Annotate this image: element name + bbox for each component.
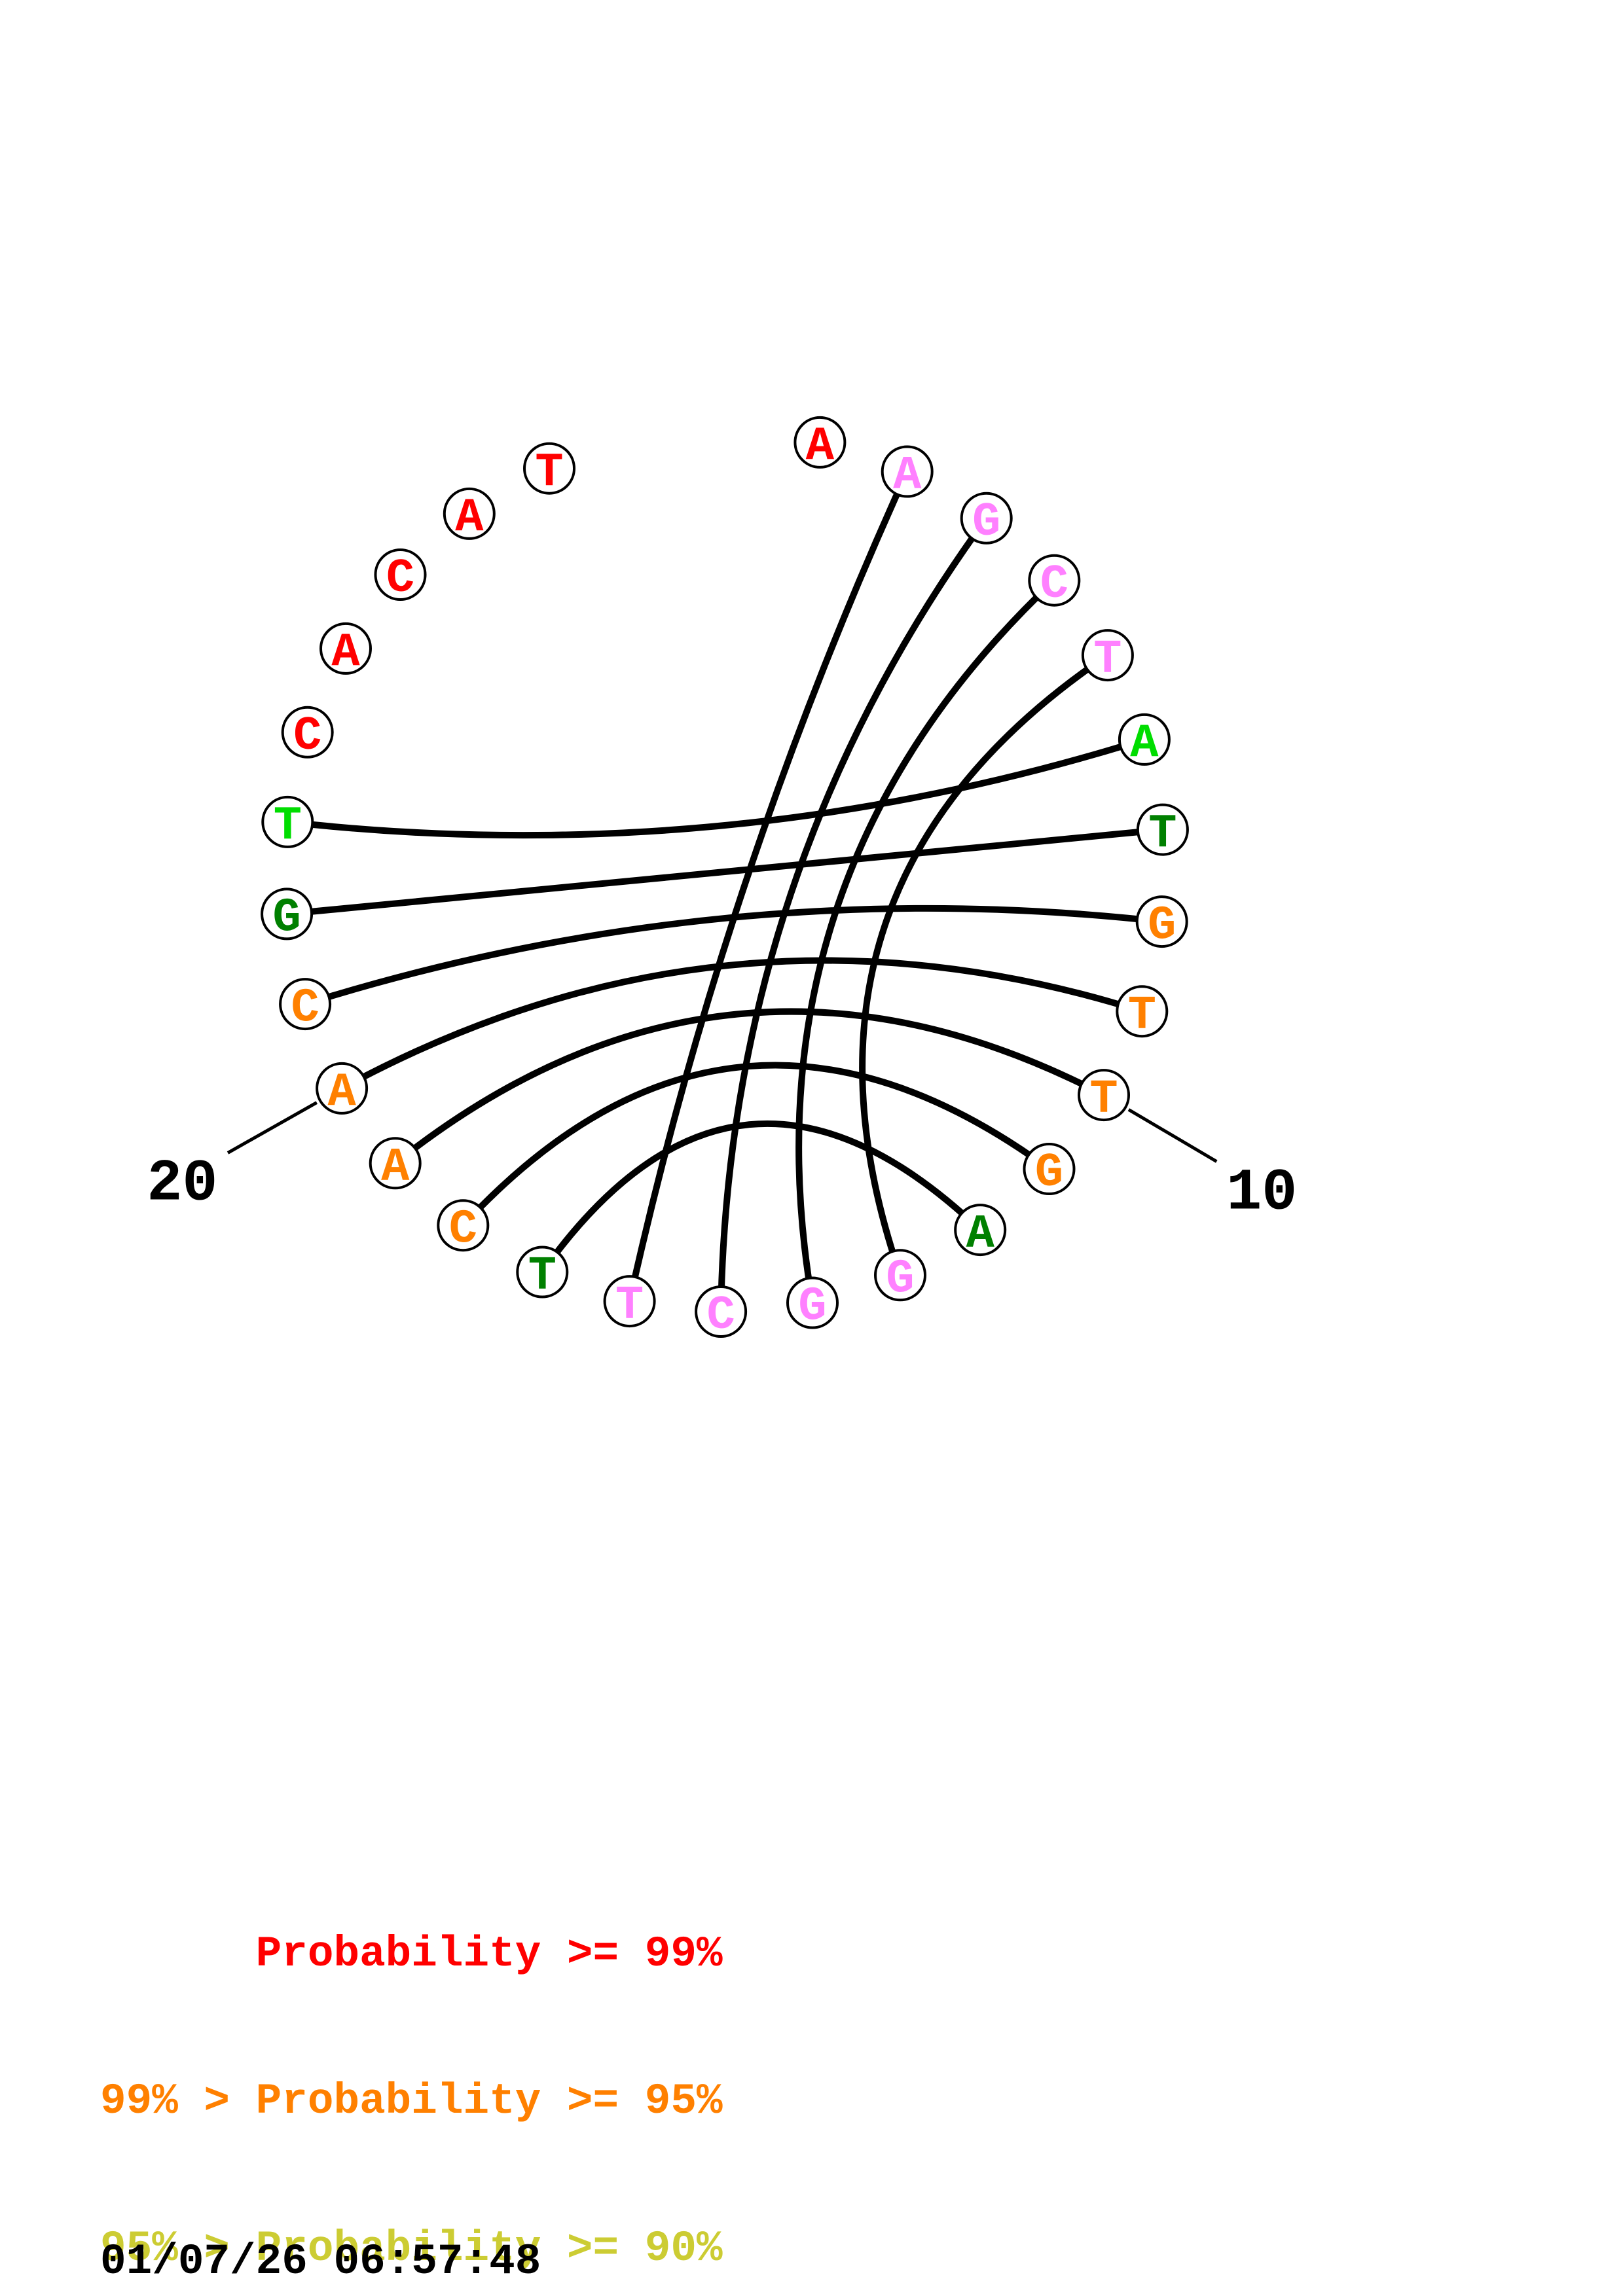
residue-letter: T (1128, 988, 1156, 1042)
residue-circle (960, 492, 1013, 545)
residue-circle (1028, 554, 1081, 607)
residue-letter: C (1040, 558, 1068, 611)
residue-letter: C (293, 709, 321, 763)
residue-circle (603, 1275, 656, 1328)
residue-letter: T (528, 1249, 556, 1303)
residue-circle (954, 1204, 1007, 1257)
residue-circle (874, 1249, 926, 1302)
residue-circle (793, 416, 847, 469)
base-pair-arc (392, 1008, 1107, 1167)
residue-circle (279, 978, 332, 1031)
residue-circle (319, 622, 372, 675)
residue-letter: C (449, 1202, 477, 1256)
residue-circle (261, 888, 314, 941)
tick-label: 20 (147, 1151, 217, 1217)
residue-circle (1023, 1143, 1076, 1195)
residue-letter: C (291, 981, 319, 1035)
base-pair-arc (718, 514, 990, 1315)
residue-letter: G (972, 495, 1000, 549)
residue-circle (281, 706, 334, 759)
legend-line: 95% > Probability >= 90% (100, 2224, 723, 2273)
base-pair-arc (284, 736, 1148, 839)
base-pair-arc (338, 957, 1146, 1092)
residue-letter: G (886, 1253, 914, 1306)
residue-circle (523, 442, 575, 495)
residue-letter: A (966, 1207, 995, 1261)
residue-letter: A (455, 491, 484, 545)
base-pair-arc (795, 577, 1058, 1306)
residue-letter: G (272, 891, 301, 945)
residue-letter: C (706, 1289, 735, 1342)
residue-circle (786, 1276, 839, 1329)
residue-circle (516, 1246, 569, 1299)
residue-circle (1116, 985, 1169, 1038)
residue-letter: T (1148, 807, 1176, 861)
residue-letter: A (1130, 717, 1159, 770)
base-pair-arc (460, 1062, 1053, 1229)
residue-circle (316, 1062, 369, 1115)
residue-letter: A (806, 420, 835, 473)
residue-letter: A (381, 1141, 410, 1194)
residue-circle (881, 445, 934, 498)
residue-letter: T (615, 1278, 644, 1332)
tick-line (227, 1101, 318, 1155)
residue-letter: T (1089, 1072, 1118, 1126)
base-pair-arc (626, 468, 911, 1305)
residue-letter: T (274, 799, 302, 853)
residue-circle (1118, 713, 1171, 766)
base-pair-arc (859, 652, 1111, 1279)
tick-line (1127, 1108, 1218, 1163)
tick-label: 10 (1226, 1160, 1297, 1227)
residue-circle (1136, 803, 1189, 856)
position-ticks: 10 20 (147, 1101, 1297, 1227)
residue-circle (1078, 1069, 1130, 1122)
timestamp: 01/07/26 06:57:48 (100, 2237, 541, 2286)
legend-line: 99% > Probability >= 95% (100, 2077, 723, 2126)
residue-letter: A (893, 449, 922, 503)
residue-circle (374, 548, 427, 601)
residue-circle (369, 1137, 422, 1190)
residue-circle (443, 487, 496, 540)
base-pair-arc (302, 905, 1165, 1008)
residue-letter: G (1035, 1146, 1063, 1200)
residue-letter: C (386, 552, 414, 605)
residue-circle (437, 1199, 490, 1252)
base-pair-arc (283, 826, 1166, 918)
residue-letter: T (535, 446, 563, 499)
residue-letter: T (1093, 632, 1122, 686)
probability-legend: Probability >= 99% 99% > Probability >= … (100, 1831, 723, 2296)
residue-circle (695, 1285, 748, 1338)
residue-letter: G (1148, 899, 1176, 952)
residue-circle (261, 795, 314, 848)
residue-letter: G (798, 1280, 826, 1334)
base-pair-arcs (283, 468, 1166, 1315)
residue-letter: A (331, 626, 360, 679)
residue-circle (1135, 895, 1188, 948)
base-pair-arc (539, 1120, 984, 1276)
residue-circle (1081, 629, 1134, 682)
legend-line: Probability >= 99% (100, 1929, 723, 1979)
residue-letter: A (327, 1066, 356, 1119)
